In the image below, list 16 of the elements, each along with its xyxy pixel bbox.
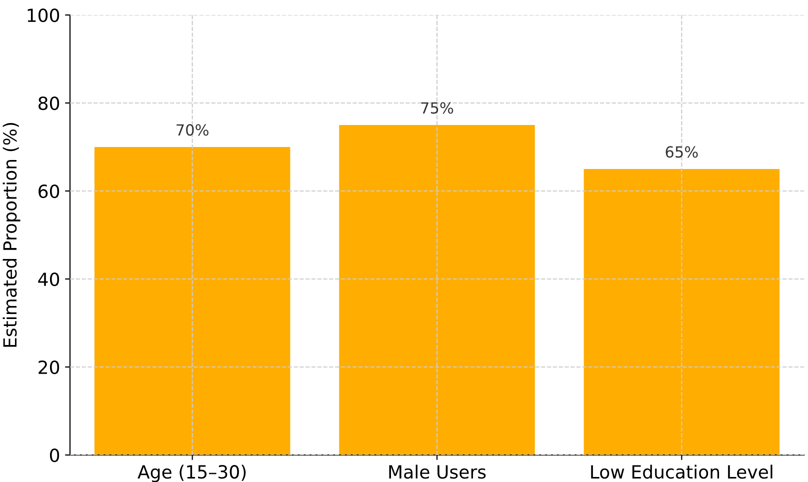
y-tick-label: 20 [38,360,60,374]
y-tick-label: 0 [50,448,60,462]
y-tick-label: 100 [28,8,60,22]
data-label: 70% [176,124,208,136]
bar [584,169,780,455]
x-tick-label: Male Users [389,464,486,479]
x-tick-label: Age (15–30) [138,464,246,482]
data-label: 65% [666,146,698,158]
y-tick-label: 60 [38,184,60,198]
data-label: 75% [421,102,454,114]
bar [94,147,290,455]
y-axis-title: Estimated Proportion (%) [2,123,20,347]
bar [339,125,535,455]
y-tick-label: 80 [38,96,60,110]
y-tick-label: 40 [38,272,60,286]
x-tick-label: Low Education Level [591,464,772,479]
